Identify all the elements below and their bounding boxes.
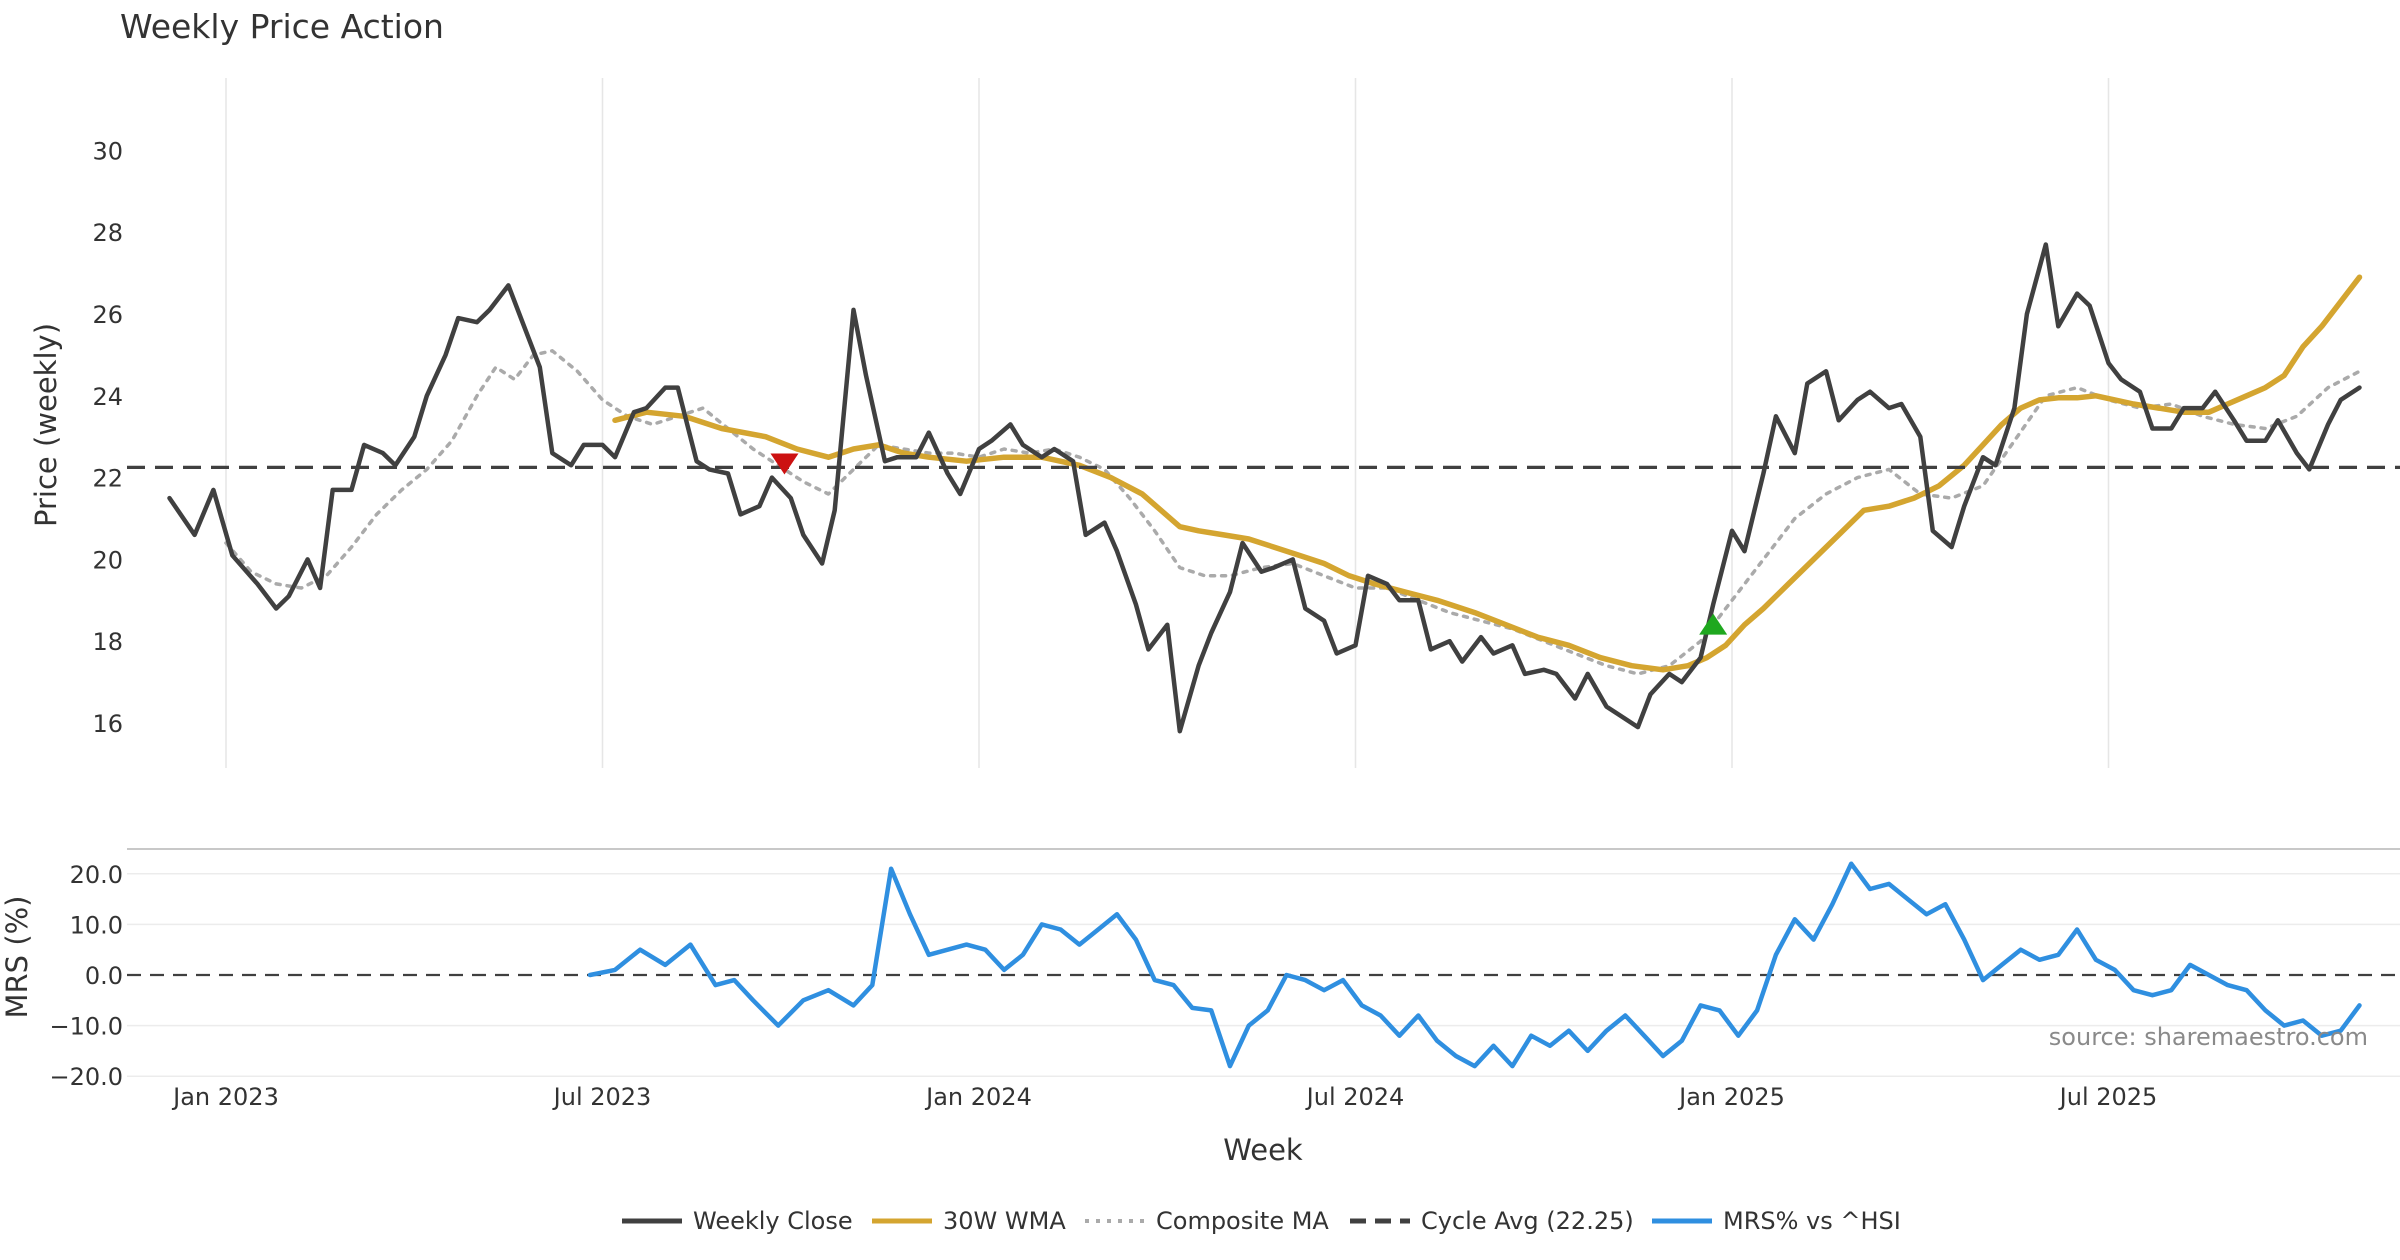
x-tick-label: Jan 2024 — [924, 1083, 1032, 1111]
x-tick-label: Jul 2025 — [2058, 1083, 2158, 1111]
legend-label: Cycle Avg (22.25) — [1421, 1207, 1634, 1235]
mrs-y-tick-label: 20.0 — [70, 861, 123, 889]
mrs-line — [587, 861, 2362, 1069]
legend: Weekly Close 30W WMA Composite MA Cycle Avg… — [622, 1207, 1901, 1235]
legend-entry: Weekly Close — [622, 1207, 853, 1235]
price-y-ticks: 16 18 20 22 24 26 28 30 — [92, 137, 123, 738]
price-y-tick-label: 20 — [92, 546, 123, 574]
chart-title: Weekly Price Action — [120, 7, 444, 46]
legend-label: 30W WMA — [943, 1207, 1066, 1235]
price-gridlines — [225, 78, 2110, 768]
price-y-tick-label: 16 — [92, 710, 123, 738]
source-note: source: sharemaestro.com — [2049, 1023, 2368, 1051]
legend-label: Composite MA — [1156, 1207, 1329, 1235]
30w-wma-line — [612, 274, 2363, 673]
legend-entry: Cycle Avg (22.25) — [1350, 1207, 1634, 1235]
mrs-panel: 20.0 10.0 0.0 −10.0 −20.0 MRS (%) source: sh… — [0, 861, 2400, 1091]
buy-signal-marker — [1699, 613, 1728, 635]
price-y-tick-label: 26 — [92, 301, 123, 329]
legend-entry: MRS% vs ^HSI — [1652, 1207, 1901, 1235]
legend-label: Weekly Close — [693, 1207, 853, 1235]
legend-entry: 30W WMA — [872, 1207, 1066, 1235]
price-y-axis-label: Price (weekly) — [29, 323, 63, 527]
mrs-series-group — [587, 861, 2362, 1069]
price-y-tick-label: 18 — [92, 628, 123, 656]
price-y-tick-label: 28 — [92, 219, 123, 247]
mrs-y-tick-label: −20.0 — [49, 1063, 123, 1091]
mrs-y-tick-label: 0.0 — [85, 962, 123, 990]
price-y-tick-label: 24 — [92, 383, 123, 411]
composite-ma-line — [224, 349, 2362, 676]
mrs-y-axis-label: MRS (%) — [0, 896, 34, 1019]
x-axis-label: Week — [1223, 1133, 1303, 1167]
x-tick-label: Jul 2023 — [552, 1083, 652, 1111]
mrs-y-ticks: 20.0 10.0 0.0 −10.0 −20.0 — [49, 861, 123, 1091]
price-y-tick-label: 30 — [92, 137, 123, 165]
legend-entry: Composite MA — [1085, 1207, 1329, 1235]
x-tick-label: Jan 2025 — [1677, 1083, 1785, 1111]
price-y-tick-label: 22 — [92, 465, 123, 493]
x-tick-label: Jul 2024 — [1305, 1083, 1405, 1111]
x-tick-label: Jan 2023 — [171, 1083, 279, 1111]
sell-signal-marker — [770, 453, 799, 475]
weekly-close-line — [167, 242, 2362, 734]
signal-markers — [770, 453, 1728, 635]
mrs-y-tick-label: 10.0 — [70, 911, 123, 939]
x-axis-ticks: Jan 2023 Jul 2023 Jan 2024 Jul 2024 Jan 2025… — [171, 1083, 2157, 1111]
mrs-y-tick-label: −10.0 — [49, 1013, 123, 1041]
price-panel: 16 18 20 22 24 26 28 30 Price (weekly) — [29, 78, 2400, 768]
mrs-gridlines — [127, 873, 2400, 1077]
price-series-group — [127, 242, 2400, 734]
legend-label: MRS% vs ^HSI — [1723, 1207, 1901, 1235]
